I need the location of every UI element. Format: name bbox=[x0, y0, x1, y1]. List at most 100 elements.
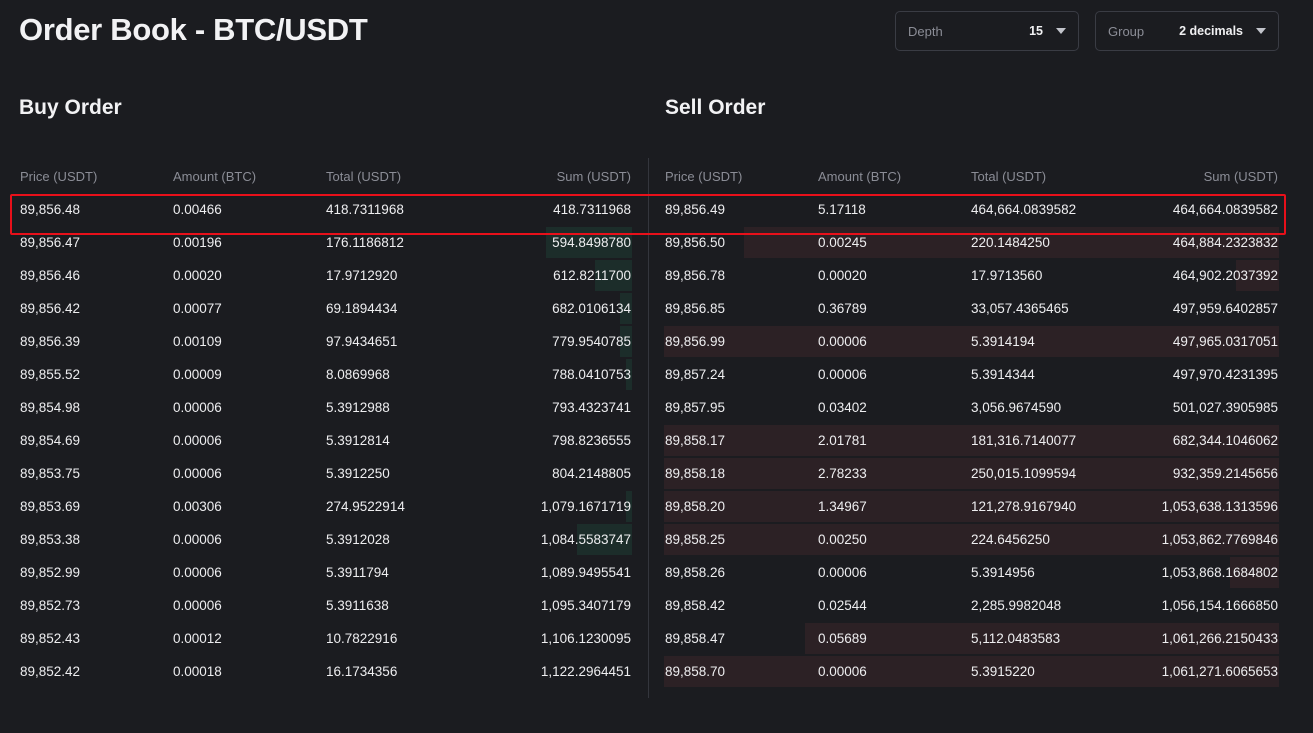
sell-order-row[interactable]: 89,858.17 2.01781 181,316.7140077 682,344.1… bbox=[664, 424, 1279, 457]
buy-order-row[interactable]: 89,856.42 0.00077 69.1894434 682.0106134 bbox=[19, 292, 632, 325]
depth-dropdown[interactable]: Depth 15 bbox=[895, 11, 1079, 51]
sell-order-row[interactable]: 89,857.24 0.00006 5.3914344 497,970.4231395 bbox=[664, 358, 1279, 391]
amount-cell: 0.00006 bbox=[173, 565, 222, 580]
sell-rows: 89,856.49 5.17118 464,664.0839582 464,664.0… bbox=[664, 193, 1279, 688]
price-cell: 89,852.99 bbox=[20, 565, 81, 580]
buy-order-row[interactable]: 89,852.99 0.00006 5.3911794 1,089.9495541 bbox=[19, 556, 632, 589]
group-value: 2 decimals bbox=[1179, 24, 1243, 38]
sum-cell: 1,122.2964451 bbox=[540, 664, 631, 679]
total-cell: 10.7822916 bbox=[326, 631, 398, 646]
sum-cell: 464,902.2037392 bbox=[1172, 268, 1278, 283]
buy-order-row[interactable]: 89,856.46 0.00020 17.9712920 612.8211700 bbox=[19, 259, 632, 292]
price-cell: 89,857.95 bbox=[665, 400, 726, 415]
amount-cell: 0.00012 bbox=[173, 631, 222, 646]
depth-value: 15 bbox=[1029, 24, 1043, 38]
sum-cell: 1,053,868.1684802 bbox=[1161, 565, 1278, 580]
price-cell: 89,858.26 bbox=[665, 565, 726, 580]
sum-cell: 612.8211700 bbox=[553, 268, 631, 283]
price-cell: 89,854.98 bbox=[20, 400, 81, 415]
amount-cell: 0.00006 bbox=[818, 334, 867, 349]
buy-order-row[interactable]: 89,852.42 0.00018 16.1734356 1,122.2964451 bbox=[19, 655, 632, 688]
buy-depth-bar bbox=[576, 524, 632, 555]
total-cell: 5.3912814 bbox=[326, 433, 390, 448]
sum-cell: 497,965.0317051 bbox=[1172, 334, 1278, 349]
sum-cell: 1,084.5583747 bbox=[540, 532, 631, 547]
sell-order-row[interactable]: 89,856.85 0.36789 33,057.4365465 497,959.64… bbox=[664, 292, 1279, 325]
amount-cell: 0.00196 bbox=[173, 235, 222, 250]
amount-cell: 1.34967 bbox=[818, 499, 867, 514]
amount-cell: 2.01781 bbox=[818, 433, 867, 448]
price-cell: 89,854.69 bbox=[20, 433, 81, 448]
price-cell: 89,858.70 bbox=[665, 664, 726, 679]
sell-order-row[interactable]: 89,858.18 2.78233 250,015.1099594 932,359.2… bbox=[664, 457, 1279, 490]
amount-cell: 0.00009 bbox=[173, 367, 222, 382]
total-cell: 3,056.9674590 bbox=[971, 400, 1062, 415]
total-cell: 5.3912988 bbox=[326, 400, 390, 415]
price-cell: 89,856.42 bbox=[20, 301, 81, 316]
buy-depth-bar bbox=[595, 260, 632, 291]
sum-cell: 932,359.2145656 bbox=[1172, 466, 1278, 481]
total-cell: 16.1734356 bbox=[326, 664, 398, 679]
total-cell: 250,015.1099594 bbox=[971, 466, 1077, 481]
amount-cell: 0.00020 bbox=[173, 268, 222, 283]
buy-order-row[interactable]: 89,853.75 0.00006 5.3912250 804.2148805 bbox=[19, 457, 632, 490]
buy-order-row[interactable]: 89,855.52 0.00009 8.0869968 788.0410753 bbox=[19, 358, 632, 391]
sell-order-row[interactable]: 89,857.95 0.03402 3,056.9674590 501,027.390… bbox=[664, 391, 1279, 424]
buy-order-row[interactable]: 89,854.69 0.00006 5.3912814 798.8236555 bbox=[19, 424, 632, 457]
sell-order-row[interactable]: 89,856.50 0.00245 220.1484250 464,884.23238… bbox=[664, 226, 1279, 259]
price-cell: 89,853.69 bbox=[20, 499, 81, 514]
sum-cell: 594.8498780 bbox=[552, 235, 631, 250]
sell-order-row[interactable]: 89,856.99 0.00006 5.3914194 497,965.0317051 bbox=[664, 325, 1279, 358]
buy-order-row[interactable]: 89,856.48 0.00466 418.7311968 418.7311968 bbox=[19, 193, 632, 226]
price-cell: 89,857.24 bbox=[665, 367, 726, 382]
amount-cell: 0.00245 bbox=[818, 235, 867, 250]
sell-order-row[interactable]: 89,858.26 0.00006 5.3914956 1,053,868.16848… bbox=[664, 556, 1279, 589]
depth-label: Depth bbox=[908, 23, 943, 39]
total-cell: 5.3914344 bbox=[971, 367, 1035, 382]
sell-order-row[interactable]: 89,858.47 0.05689 5,112.0483583 1,061,266.2… bbox=[664, 622, 1279, 655]
total-cell: 33,057.4365465 bbox=[971, 301, 1069, 316]
price-cell: 89,852.42 bbox=[20, 664, 81, 679]
sell-order-row[interactable]: 89,858.70 0.00006 5.3915220 1,061,271.60656… bbox=[664, 655, 1279, 688]
sell-order-row[interactable]: 89,858.42 0.02544 2,285.9982048 1,056,154.1… bbox=[664, 589, 1279, 622]
header-price: Price (USDT) bbox=[665, 169, 743, 184]
total-cell: 121,278.9167940 bbox=[971, 499, 1077, 514]
total-cell: 5.3911794 bbox=[326, 565, 389, 580]
sum-cell: 1,053,862.7769846 bbox=[1161, 532, 1278, 547]
sell-depth-bar bbox=[664, 425, 1279, 456]
total-cell: 5.3911638 bbox=[326, 598, 389, 613]
group-dropdown[interactable]: Group 2 decimals bbox=[1095, 11, 1279, 51]
total-cell: 97.9434651 bbox=[326, 334, 398, 349]
buy-order-row[interactable]: 89,853.69 0.00306 274.9522914 1,079.1671719 bbox=[19, 490, 632, 523]
buy-order-row[interactable]: 89,852.73 0.00006 5.3911638 1,095.3407179 bbox=[19, 589, 632, 622]
sell-depth-bar bbox=[664, 656, 1279, 687]
buy-order-row[interactable]: 89,853.38 0.00006 5.3912028 1,084.5583747 bbox=[19, 523, 632, 556]
total-cell: 17.9713560 bbox=[971, 268, 1043, 283]
sell-order-row[interactable]: 89,856.78 0.00020 17.9713560 464,902.203739… bbox=[664, 259, 1279, 292]
amount-cell: 0.03402 bbox=[818, 400, 867, 415]
buy-order-title: Buy Order bbox=[19, 96, 122, 119]
page-title: Order Book - BTC/USDT bbox=[19, 12, 368, 47]
total-cell: 5.3915220 bbox=[971, 664, 1035, 679]
sum-cell: 793.4323741 bbox=[552, 400, 631, 415]
total-cell: 69.1894434 bbox=[326, 301, 398, 316]
total-cell: 2,285.9982048 bbox=[971, 598, 1062, 613]
sum-cell: 501,027.3905985 bbox=[1172, 400, 1278, 415]
buy-order-row[interactable]: 89,852.43 0.00012 10.7822916 1,106.1230095 bbox=[19, 622, 632, 655]
group-label: Group bbox=[1108, 23, 1145, 39]
sell-order-row[interactable]: 89,856.49 5.17118 464,664.0839582 464,664.0… bbox=[664, 193, 1279, 226]
buy-order-row[interactable]: 89,856.39 0.00109 97.9434651 779.9540785 bbox=[19, 325, 632, 358]
buy-order-table: Price (USDT) Amount (BTC) Total (USDT) S… bbox=[19, 160, 632, 688]
header-sum: Sum (USDT) bbox=[556, 169, 631, 184]
total-cell: 8.0869968 bbox=[326, 367, 390, 382]
sum-cell: 682.0106134 bbox=[552, 301, 631, 316]
sell-order-row[interactable]: 89,858.20 1.34967 121,278.9167940 1,053,638… bbox=[664, 490, 1279, 523]
sell-depth-bar bbox=[664, 524, 1279, 555]
buy-order-row[interactable]: 89,856.47 0.00196 176.1186812 594.8498780 bbox=[19, 226, 632, 259]
buy-order-row[interactable]: 89,854.98 0.00006 5.3912988 793.4323741 bbox=[19, 391, 632, 424]
amount-cell: 0.00306 bbox=[173, 499, 222, 514]
header-total: Total (USDT) bbox=[971, 169, 1047, 184]
sell-order-row[interactable]: 89,858.25 0.00250 224.6456250 1,053,862.776… bbox=[664, 523, 1279, 556]
amount-cell: 0.00006 bbox=[173, 598, 222, 613]
buy-depth-bar bbox=[625, 359, 632, 390]
